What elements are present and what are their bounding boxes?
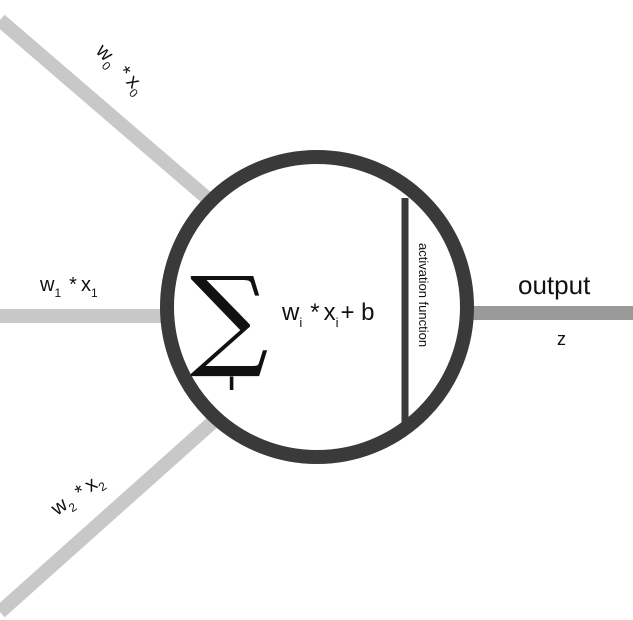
sum-index: i: [228, 366, 235, 396]
expr-w-sub: i: [299, 315, 302, 330]
expr-plus-b: + b: [340, 299, 374, 326]
input-label-0: w0*x0: [88, 39, 149, 100]
expr-x: x: [324, 299, 336, 326]
input-line-2: [0, 414, 220, 618]
expr-op: *: [310, 299, 319, 326]
svg-text:w0*x0: w0*x0: [88, 39, 149, 100]
output-label: output: [518, 270, 591, 300]
input-1-op: *: [69, 274, 77, 296]
neuron-circle: [160, 150, 474, 464]
input-line-0: [0, 14, 220, 211]
sum-expression: wi * xi+ b: [281, 299, 375, 330]
input-label-1: w1 * x1: [39, 274, 98, 300]
activation-label: activation function: [416, 243, 431, 347]
output-symbol: z: [557, 329, 566, 349]
input-1-value-sub: 1: [91, 286, 98, 300]
sum-symbol: ∑: [190, 253, 269, 381]
input-1-weight: w: [39, 274, 55, 296]
expr-w: w: [281, 299, 300, 326]
input-1-weight-sub: 1: [54, 286, 61, 300]
expr-x-sub: i: [336, 315, 339, 330]
svg-text:w1*x1: w1 * x1: [39, 274, 98, 300]
input-1-value: x: [81, 274, 91, 296]
